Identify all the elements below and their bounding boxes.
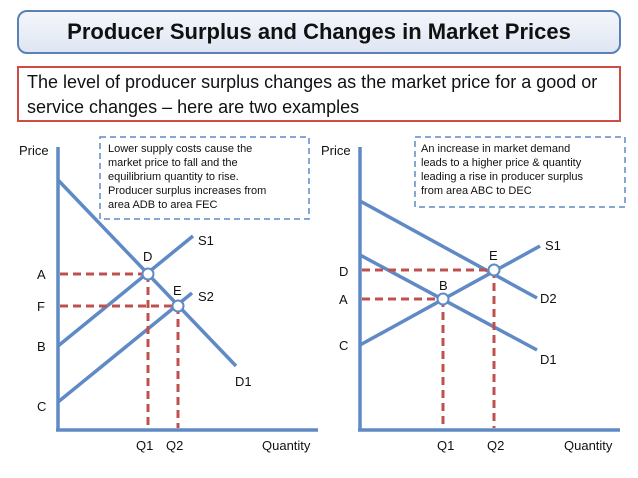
left-note-line: area ADB to area FEC	[108, 199, 217, 211]
left-note-line: Lower supply costs cause the	[108, 143, 252, 155]
left-label-price-b: B	[37, 339, 46, 354]
left-label-s1: S1	[198, 233, 214, 248]
right-supply-curve-s1	[359, 244, 541, 347]
slide-title: Producer Surplus and Changes in Market P…	[17, 10, 621, 54]
right-note-box	[414, 136, 626, 208]
left-note-box	[99, 136, 310, 220]
left-note-text: Lower supply costs cause the market pric…	[108, 143, 269, 211]
producer-surplus-diagrams: Price Quantity S1 S2 D1 D E A F B C Q1 Q…	[19, 136, 626, 453]
left-label-point-d: D	[143, 249, 152, 264]
right-panel: Price Quantity S1 D2 D1 E B D A C Q1 Q2 …	[321, 136, 626, 453]
right-label-point-e: E	[489, 248, 498, 263]
left-label-price-c: C	[37, 399, 46, 414]
right-note-line: leading a rise in producer surplus	[421, 171, 584, 183]
left-label-price-a: A	[37, 267, 46, 282]
right-label-d2: D2	[540, 291, 557, 306]
right-label-q2: Q2	[487, 438, 504, 453]
right-label-s1: S1	[545, 238, 561, 253]
right-label-price-d: D	[339, 264, 348, 279]
left-equilibrium-d-marker	[141, 267, 155, 281]
right-label-d1: D1	[540, 352, 557, 367]
intro-text: The level of producer surplus changes as…	[17, 66, 621, 122]
right-note-line: An increase in market demand	[421, 143, 570, 155]
left-y-axis-label: Price	[19, 143, 49, 158]
left-label-d1: D1	[235, 374, 252, 389]
right-equilibrium-e-marker	[487, 263, 501, 277]
left-note-line: market price to fall and the	[108, 157, 238, 169]
right-note-line: from area ABC to DEC	[421, 185, 532, 197]
right-label-price-a: A	[339, 292, 348, 307]
left-label-price-f: F	[37, 299, 45, 314]
left-supply-curve-s1	[56, 234, 195, 348]
left-equilibrium-e-marker	[171, 299, 185, 313]
left-supply-curve-s2	[56, 291, 194, 404]
right-x-axis-label: Quantity	[564, 438, 613, 453]
right-label-point-b: B	[439, 278, 448, 293]
left-label-q2: Q2	[166, 438, 183, 453]
right-label-q1: Q1	[437, 438, 454, 453]
right-equilibrium-b-marker	[436, 292, 450, 306]
right-note-line: leads to a higher price & quantity	[421, 157, 582, 169]
left-note-line: Producer surplus increases from	[108, 185, 266, 197]
left-label-point-e: E	[173, 283, 182, 298]
left-panel: Price Quantity S1 S2 D1 D E A F B C Q1 Q…	[19, 136, 318, 453]
right-note-text: An increase in market demand leads to a …	[421, 143, 586, 197]
right-label-price-c: C	[339, 338, 348, 353]
left-x-axis-label: Quantity	[262, 438, 311, 453]
right-y-axis-label: Price	[321, 143, 351, 158]
right-demand-curve-d2	[359, 199, 538, 300]
left-label-q1: Q1	[136, 438, 153, 453]
left-label-s2: S2	[198, 289, 214, 304]
right-demand-curve-d1	[359, 253, 538, 352]
left-note-line: equilibrium quantity to rise.	[108, 171, 239, 183]
